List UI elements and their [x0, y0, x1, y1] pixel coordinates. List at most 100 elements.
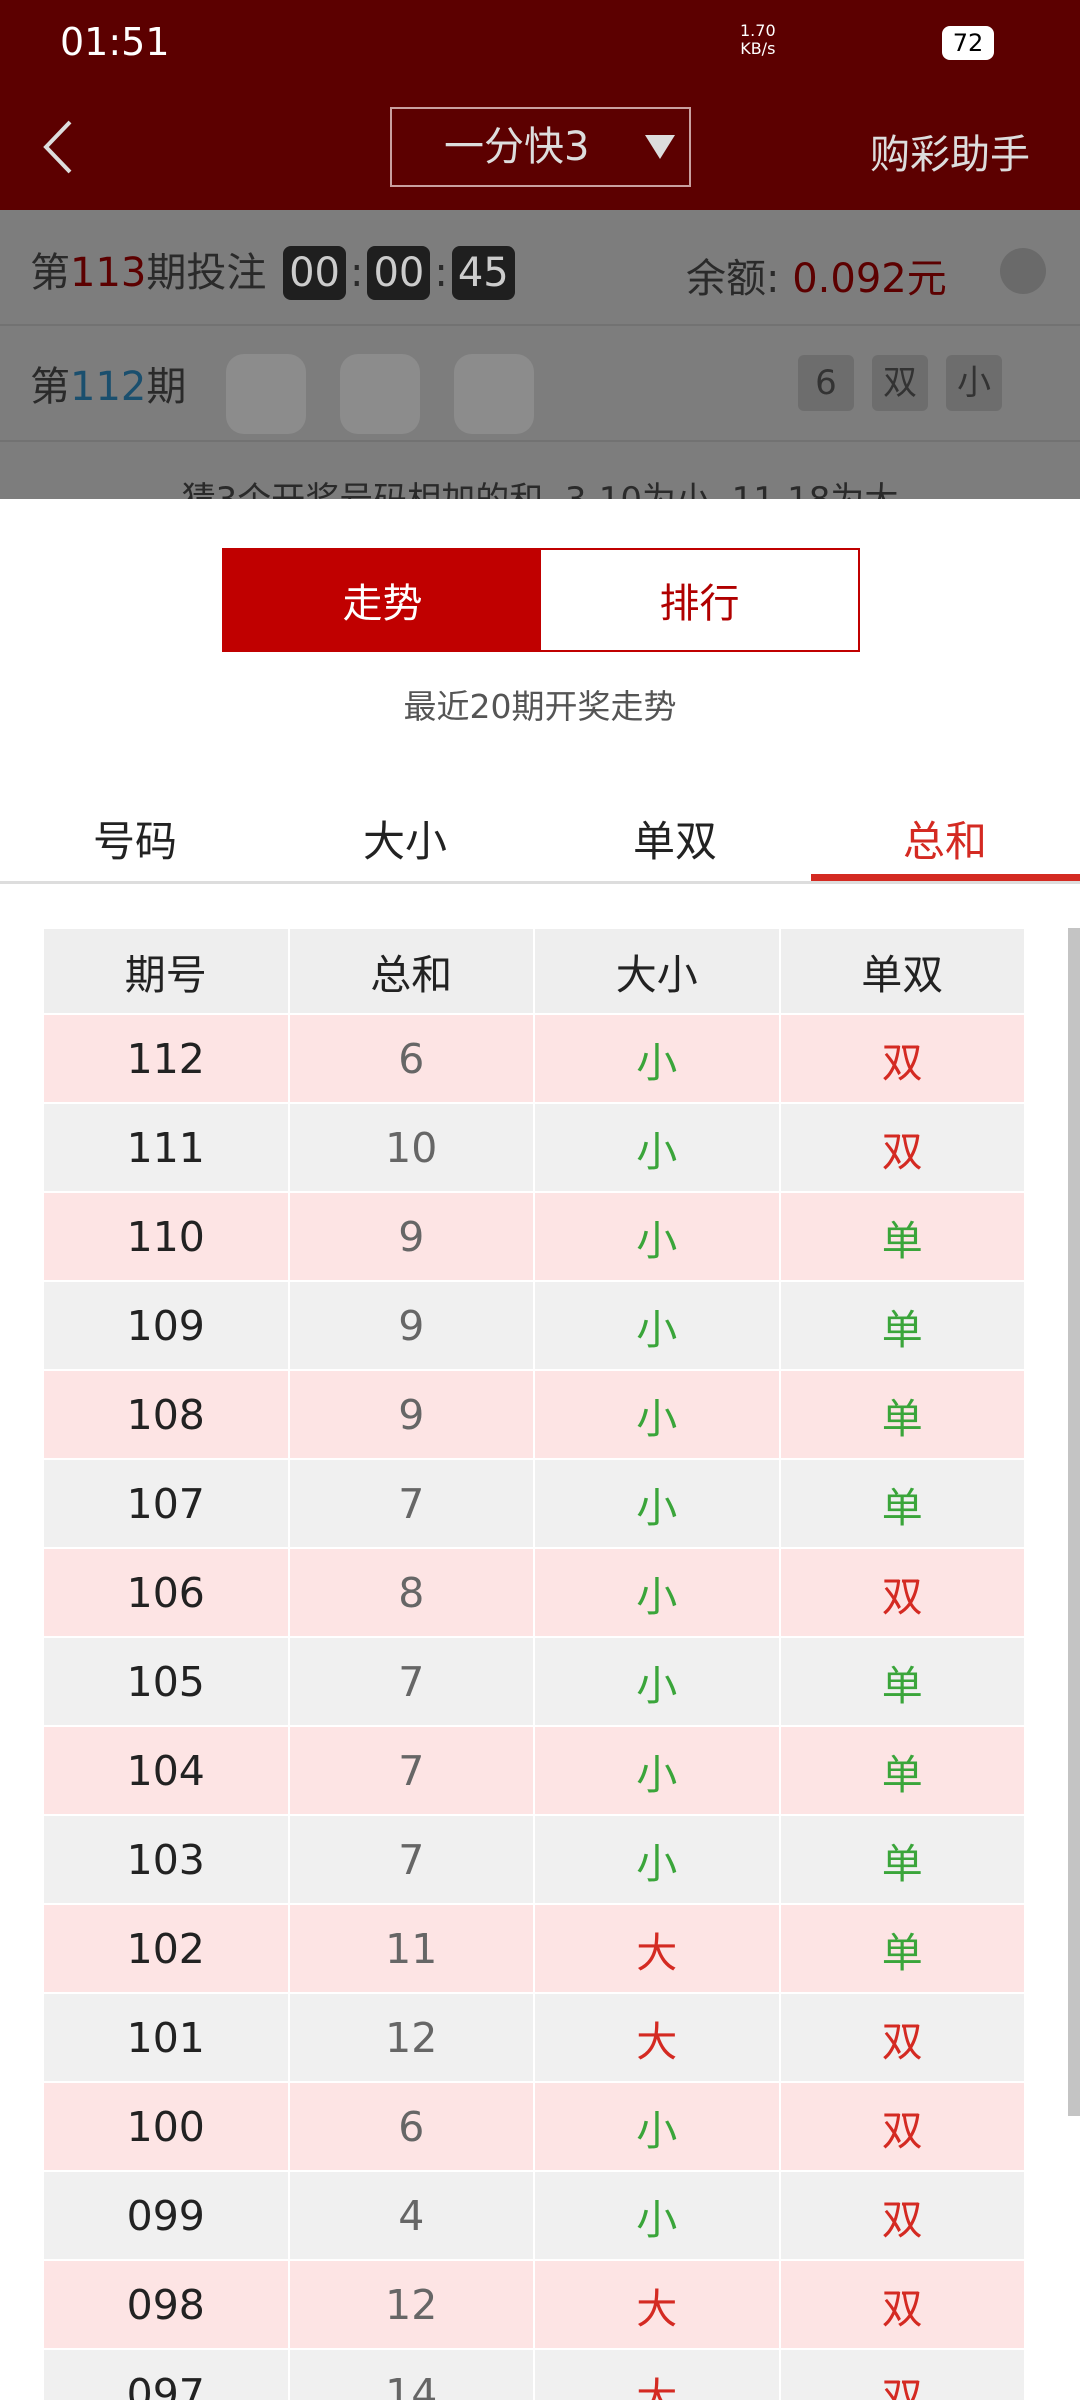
- result: 小: [946, 355, 1002, 411]
- table-cell: 小: [535, 1638, 779, 1725]
- die: [454, 354, 534, 434]
- table-cell: 103: [44, 1816, 288, 1903]
- table-row: 104 7 小单: [44, 1727, 1026, 1814]
- table-cell: 单: [780, 1727, 1024, 1814]
- table-cell: 小: [535, 1282, 779, 1369]
- table-row: 103 7 小单: [44, 1816, 1026, 1903]
- table-cell: 小: [535, 1371, 779, 1458]
- net-speed: 1.70 KB/s: [740, 22, 776, 58]
- table-cell: 小: [535, 1193, 779, 1280]
- table-cell: 小: [535, 1727, 779, 1814]
- battery: 72: [942, 26, 994, 60]
- divider: [0, 324, 1080, 326]
- subtitle: 最近20期开奖走势: [403, 687, 677, 726]
- tab[interactable]: 总和: [902, 816, 987, 866]
- table-cell: 111: [44, 1104, 288, 1191]
- table-row: 099 4 小双: [44, 2172, 1026, 2259]
- table-cell: 097: [44, 2350, 288, 2400]
- toggle-trend[interactable]: 走势: [224, 550, 541, 650]
- table-cell: 099: [44, 2172, 288, 2259]
- table-cell: 小: [535, 1816, 779, 1903]
- table-cell: 大: [535, 1905, 779, 1992]
- table-cell: 双: [780, 1104, 1024, 1191]
- refresh-button[interactable]: [1000, 248, 1046, 294]
- table-row: 107 7 小单: [44, 1460, 1026, 1547]
- trend-table: 期号 总和 大小 单双 112 6 小双 111 10 小双 110 9 小单 109 9 小单 108 9 小单 1…: [44, 929, 1026, 2400]
- table-cell: 107: [44, 1460, 288, 1547]
- table-cell: 单: [780, 1816, 1024, 1903]
- label: 期投注: [146, 250, 267, 296]
- label: 余额:: [686, 256, 780, 302]
- table-cell: 9: [289, 1282, 533, 1369]
- table-cell: 双: [780, 2261, 1024, 2348]
- table-cell: 104: [44, 1727, 288, 1814]
- table-row: 102 11 大单: [44, 1905, 1026, 1992]
- table-cell: 大: [535, 2350, 779, 2400]
- table-cell: 100: [44, 2083, 288, 2170]
- last-draw: 第112期: [30, 354, 186, 412]
- table-cell: 12: [289, 2261, 533, 2348]
- table-row: 108 9 小单: [44, 1371, 1026, 1458]
- table-cell: 大: [535, 2261, 779, 2348]
- table-row: 109 9 小单: [44, 1282, 1026, 1369]
- table-cell: 112: [44, 1015, 288, 1102]
- table-cell: 8: [289, 1549, 533, 1636]
- header-row: 期号 总和 大小 单双: [44, 929, 1026, 1013]
- dropdown-arrow: [645, 135, 675, 159]
- table-cell: 4: [289, 2172, 533, 2259]
- table-cell: 12: [289, 1994, 533, 2081]
- table-cell: 小: [535, 1015, 779, 1102]
- label: 期: [146, 364, 187, 410]
- table-cell: 大: [535, 1994, 779, 2081]
- result: 6: [798, 355, 854, 411]
- table-cell: 7: [289, 1816, 533, 1903]
- die: [340, 354, 420, 434]
- countdown: 00: [283, 246, 346, 300]
- table-cell: 101: [44, 1994, 288, 2081]
- table-cell: 单: [780, 1905, 1024, 1992]
- table-cell: 14: [289, 2350, 533, 2400]
- table-cell: 双: [780, 1994, 1024, 2081]
- game-title: 一分快3: [444, 124, 590, 170]
- table-cell: 单: [780, 1193, 1024, 1280]
- view-toggle: 走势 排行: [222, 548, 860, 652]
- table-cell: 双: [780, 1015, 1024, 1102]
- tab[interactable]: 号码: [92, 816, 177, 866]
- bet-bar: 第113期投注 00:00:45: [30, 240, 519, 300]
- issue: 112: [70, 364, 147, 410]
- table-cell: 102: [44, 1905, 288, 1992]
- table-cell: 小: [535, 2083, 779, 2170]
- toggle-rank[interactable]: 排行: [659, 581, 740, 627]
- table-cell: 9: [289, 1371, 533, 1458]
- table-row: 110 9 小单: [44, 1193, 1026, 1280]
- helper-link[interactable]: 购彩助手: [870, 132, 1030, 178]
- header-cell: 单双: [780, 929, 1024, 1013]
- dice: [0, 324, 1080, 440]
- table-row: 097 14 大双: [44, 2350, 1026, 2400]
- speed-unit: KB/s: [740, 39, 776, 58]
- tab[interactable]: 大小: [362, 816, 447, 866]
- scrollbar: [1068, 928, 1080, 2116]
- table-row: 101 12 大双: [44, 1994, 1026, 2081]
- back-button[interactable]: [40, 118, 80, 176]
- time: 01:51: [60, 20, 170, 64]
- tab-indicator: [811, 874, 1080, 881]
- table-row: 105 7 小单: [44, 1638, 1026, 1725]
- table-row: 112 6 小双: [44, 1015, 1026, 1102]
- speed-value: 1.70: [740, 21, 776, 40]
- overlay: 第113期投注 00:00:45 余额: 0.092元 第112期 6双小 猜3…: [0, 210, 1080, 499]
- table-cell: 单: [780, 1282, 1024, 1369]
- table-cell: 7: [289, 1727, 533, 1814]
- table-cell: 105: [44, 1638, 288, 1725]
- label: 第: [30, 250, 70, 296]
- game-dropdown[interactable]: 一分快3: [390, 107, 691, 187]
- app-header: 01:51 1.70 KB/s 72 一分快3 购彩助手: [0, 0, 1080, 210]
- countdown: 45: [451, 246, 515, 300]
- table-cell: 单: [780, 1371, 1024, 1458]
- rule-text: 猜3个开奖号码相加的和, 3-10为小, 11-18为大: [0, 472, 1080, 499]
- table-cell: 小: [535, 1549, 779, 1636]
- issue: 113: [70, 250, 147, 296]
- tab[interactable]: 单双: [632, 816, 717, 866]
- table-cell: 双: [780, 2083, 1024, 2170]
